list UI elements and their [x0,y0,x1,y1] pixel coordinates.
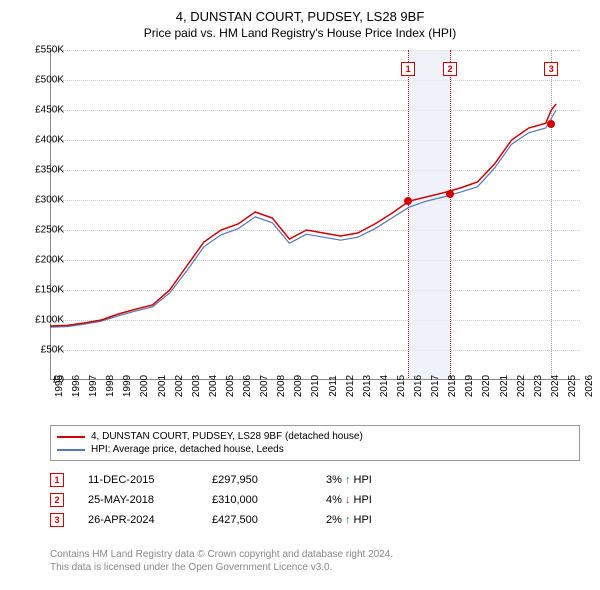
footer-line: Contains HM Land Registry data © Crown c… [50,548,393,561]
xtick-label: 2001 [157,375,168,397]
xtick-label: 2006 [242,375,253,397]
xtick-label: 2025 [567,375,578,397]
ytick-label: £200K [20,255,64,266]
ytick-label: £500K [20,75,64,86]
xtick-label: 1996 [71,375,82,397]
xtick-label: 2020 [481,375,492,397]
chart-title: 4, DUNSTAN COURT, PUDSEY, LS28 9BF [0,0,600,26]
arrow-icon: ↑ [345,474,351,486]
xtick-label: 2010 [310,375,321,397]
sales-price: £310,000 [212,494,302,506]
xtick-label: 2016 [413,375,424,397]
ytick-label: £550K [20,45,64,56]
footer: Contains HM Land Registry data © Crown c… [50,548,393,574]
page: 4, DUNSTAN COURT, PUDSEY, LS28 9BF Price… [0,0,600,590]
sales-date: 11-DEC-2015 [88,474,188,486]
sales-diff: 2% ↑ HPI [326,514,436,526]
footer-line: This data is licensed under the Open Gov… [50,561,393,574]
legend-swatch-blue [57,449,85,451]
legend: 4, DUNSTAN COURT, PUDSEY, LS28 9BF (deta… [50,425,580,461]
xtick-label: 2008 [276,375,287,397]
xtick-label: 2022 [516,375,527,397]
xtick-label: 2007 [259,375,270,397]
ytick-label: £150K [20,285,64,296]
legend-label: 4, DUNSTAN COURT, PUDSEY, LS28 9BF (deta… [91,431,363,442]
data-point [404,197,412,205]
ytick-label: £100K [20,315,64,326]
xtick-label: 2023 [533,375,544,397]
legend-row: HPI: Average price, detached house, Leed… [57,443,573,456]
xtick-label: 2009 [293,375,304,397]
ytick-label: £450K [20,105,64,116]
legend-swatch-red [57,436,85,438]
xtick-label: 2014 [379,375,390,397]
xtick-label: 2017 [430,375,441,397]
sales-row: 1 11-DEC-2015 £297,950 3% ↑ HPI [50,470,436,490]
xtick-label: 2003 [191,375,202,397]
data-point [547,120,555,128]
legend-row: 4, DUNSTAN COURT, PUDSEY, LS28 9BF (deta… [57,430,573,443]
ytick-label: £250K [20,225,64,236]
sales-price: £297,950 [212,474,302,486]
ytick-label: £350K [20,165,64,176]
series_blue-line [50,110,556,327]
xtick-label: 2013 [362,375,373,397]
sales-row: 2 25-MAY-2018 £310,000 4% ↓ HPI [50,490,436,510]
sales-marker: 2 [50,493,64,507]
xtick-label: 2004 [208,375,219,397]
ytick-label: £300K [20,195,64,206]
arrow-icon: ↓ [345,494,351,506]
xtick-label: 2011 [328,375,339,397]
xtick-label: 1995 [54,375,65,397]
data-point [446,190,454,198]
sales-row: 3 26-APR-2024 £427,500 2% ↑ HPI [50,510,436,530]
sales-diff: 4% ↓ HPI [326,494,436,506]
series_red-line [50,104,556,326]
xtick-label: 2002 [174,375,185,397]
sales-price: £427,500 [212,514,302,526]
legend-label: HPI: Average price, detached house, Leed… [91,444,284,455]
marker-box: 3 [544,62,558,76]
sales-marker: 3 [50,513,64,527]
chart-lines [50,50,580,380]
xtick-label: 2026 [584,375,595,397]
sales-date: 25-MAY-2018 [88,494,188,506]
xtick-label: 2021 [499,375,510,397]
xtick-label: 2015 [396,375,407,397]
ytick-label: £50K [20,345,64,356]
sales-marker: 1 [50,473,64,487]
xtick-label: 2019 [464,375,475,397]
xtick-label: 1997 [88,375,99,397]
xtick-label: 2005 [225,375,236,397]
xtick-label: 1998 [105,375,116,397]
sales-table: 1 11-DEC-2015 £297,950 3% ↑ HPI 2 25-MAY-2018… [50,470,436,530]
sales-diff: 3% ↑ HPI [326,474,436,486]
xtick-label: 2018 [447,375,458,397]
marker-box: 2 [443,62,457,76]
xtick-label: 1999 [122,375,133,397]
chart-subtitle: Price paid vs. HM Land Registry's House … [0,26,600,40]
xtick-label: 2000 [139,375,150,397]
ytick-label: £400K [20,135,64,146]
xtick-label: 2012 [345,375,356,397]
xtick-label: 2024 [550,375,561,397]
arrow-icon: ↑ [345,514,351,526]
marker-box: 1 [401,62,415,76]
sales-date: 26-APR-2024 [88,514,188,526]
